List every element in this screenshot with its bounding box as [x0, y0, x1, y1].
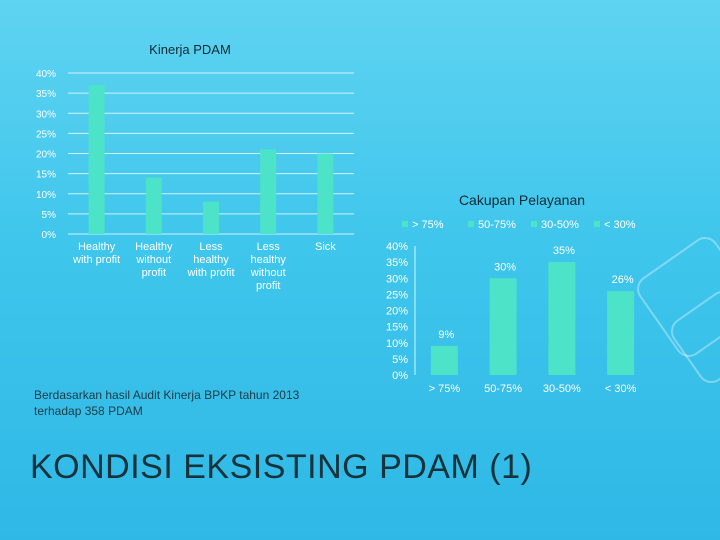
caption-text: Berdasarkan hasil Audit Kinerja BPKP tah…: [34, 388, 300, 418]
x-tick-label: 30-50%: [543, 383, 581, 395]
y-tick-label: 25%: [386, 289, 408, 301]
bar: [88, 85, 105, 234]
bar: [317, 153, 334, 234]
y-tick-label: 20%: [386, 306, 408, 318]
bar: [430, 345, 458, 375]
x-tick-label: > 75%: [429, 383, 461, 395]
x-tick-label: Healthy with profit: [72, 241, 120, 266]
legend-label: > 75%: [412, 219, 444, 231]
y-tick-label: 20%: [36, 150, 56, 161]
cakupan-pelayanan-chart: Cakupan Pelayanan > 75% 50-75% 30-50% < 30% 0…: [386, 192, 637, 395]
bar: [145, 177, 162, 234]
legend-label: 30-50%: [541, 219, 579, 231]
bar: [548, 262, 576, 375]
y-tick-label: 35%: [386, 257, 408, 269]
y-tick-label: 10%: [386, 338, 408, 350]
chart-title: Kinerja PDAM: [149, 42, 231, 57]
y-tick-label: 30%: [36, 109, 56, 120]
data-label: 35%: [553, 245, 575, 257]
y-tick-label: 15%: [36, 170, 56, 181]
legend-label: < 30%: [604, 219, 636, 231]
y-tick-label: 35%: [36, 89, 56, 100]
x-tick-label: Sick: [315, 241, 336, 253]
y-tick-label: 5%: [42, 210, 57, 221]
kinerja-pdam-chart: Kinerja PDAM 0% 5% 10% 15% 20% 25% 30% 35% 40% Hea…: [36, 42, 354, 292]
legend-swatch: [402, 221, 408, 227]
bar: [489, 278, 517, 375]
chart-title: Cakupan Pelayanan: [459, 192, 585, 208]
bar: [203, 201, 219, 234]
y-tick-label: 0%: [42, 230, 57, 241]
x-tick-label: Less healthy with profit: [186, 241, 234, 279]
data-label: 30%: [494, 261, 516, 273]
data-label: 9%: [438, 329, 454, 341]
bar: [607, 291, 635, 375]
x-tick-label: < 30%: [605, 383, 637, 395]
y-tick-label: 0%: [392, 370, 408, 382]
slide-title: KONDISI EKSISTING PDAM (1): [30, 448, 533, 486]
legend-label: 50-75%: [478, 219, 516, 231]
y-tick-label: 40%: [386, 241, 408, 253]
y-tick-label: 5%: [392, 354, 408, 366]
y-tick-label: 30%: [386, 273, 408, 285]
y-tick-label: 25%: [36, 129, 56, 140]
y-tick-label: 40%: [36, 69, 56, 80]
legend-swatch: [531, 221, 537, 227]
y-tick-label: 10%: [36, 190, 56, 201]
legend-swatch: [594, 221, 600, 227]
y-tick-label: 15%: [386, 322, 408, 334]
x-tick-label: 50-75%: [484, 383, 522, 395]
bar: [260, 149, 277, 234]
x-tick-label: Healthy without profit: [135, 241, 173, 279]
data-label: 26%: [612, 274, 634, 286]
legend-swatch: [468, 221, 474, 227]
x-tick-label: Less healthy without profit: [250, 241, 287, 292]
